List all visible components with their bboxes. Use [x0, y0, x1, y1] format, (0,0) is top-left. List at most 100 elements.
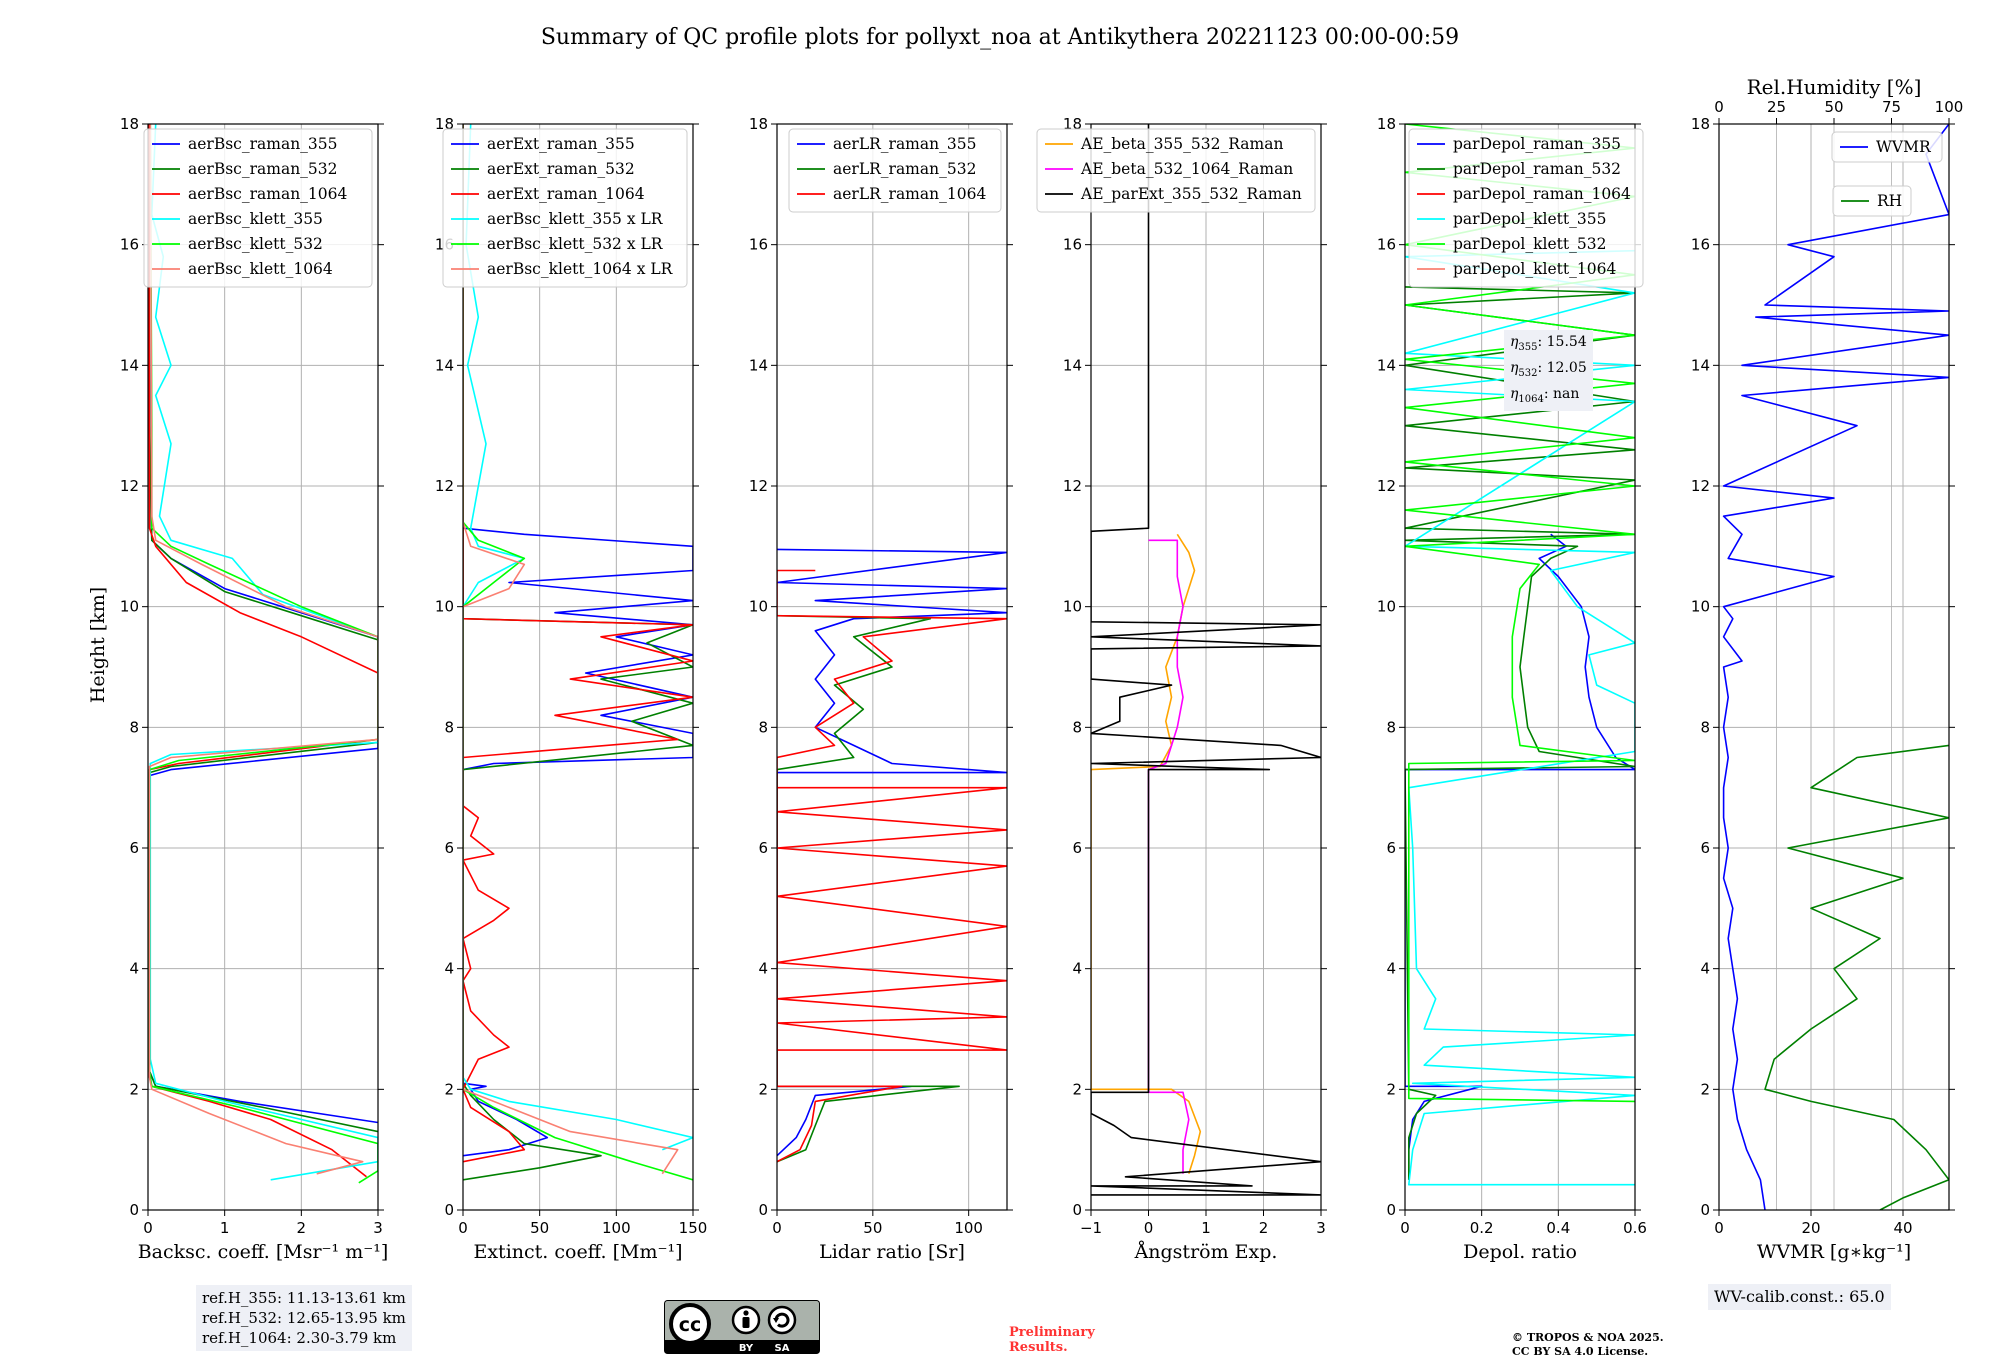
y-tick-label: 8 — [1700, 718, 1710, 736]
series-line — [1405, 249, 1635, 1186]
x-tick-label: 0.4 — [1546, 1219, 1570, 1237]
y-tick-label: 16 — [1691, 236, 1710, 254]
x2-tick-label: 75 — [1882, 98, 1901, 116]
legend-label: AE_parExt_355_532_Raman — [1080, 185, 1302, 203]
series-line — [463, 124, 693, 1157]
series-line — [777, 614, 960, 1163]
legend-box — [1036, 128, 1316, 213]
x-tick-label: 50 — [863, 1219, 882, 1237]
x-tick-label: 0 — [1144, 1219, 1154, 1237]
x-axis-label: Lidar ratio [Sr] — [819, 1241, 965, 1263]
x-tick-label: 40 — [1893, 1219, 1912, 1237]
by-label: BY — [739, 1343, 754, 1354]
y-tick-label: 2 — [444, 1080, 454, 1098]
y-tick-label: 4 — [1386, 960, 1396, 978]
legend-label: parDepol_raman_532 — [1453, 160, 1621, 178]
x-tick-label: 100 — [602, 1219, 631, 1237]
legend-label: parDepol_klett_1064 — [1453, 260, 1616, 278]
series-group — [1722, 124, 1949, 1210]
y-tick-label: 2 — [758, 1080, 768, 1098]
legend-label: aerBsc_raman_532 — [188, 160, 338, 178]
x-axis-label: Backsc. coeff. [Msr⁻¹ m⁻¹] — [138, 1241, 389, 1263]
y-tick-label: 10 — [1063, 598, 1082, 616]
y-tick-label: 10 — [435, 598, 454, 616]
series-group — [1091, 124, 1321, 1196]
legend-label: parDepol_klett_355 — [1453, 210, 1606, 228]
series-line — [463, 124, 679, 1175]
y-tick-label: 6 — [758, 839, 768, 857]
legend: parDepol_raman_355 parDepol_raman_532 parD… — [1408, 128, 1644, 288]
legend-label: aerBsc_klett_1064 — [188, 260, 333, 278]
x2-tick-label: 50 — [1824, 98, 1843, 116]
y-tick-label: 18 — [1377, 115, 1396, 133]
legend-label: parDepol_raman_1064 — [1453, 185, 1631, 203]
y-tick-label: 6 — [1386, 839, 1396, 857]
series-line — [148, 124, 378, 1184]
y-tick-label: 14 — [1377, 356, 1396, 374]
y-tick-label: 2 — [129, 1080, 139, 1098]
x-tick-label: 100 — [954, 1219, 983, 1237]
eta-355: η355: 15.54 — [1510, 334, 1587, 353]
legend-box — [1831, 131, 1943, 163]
y-tick-label: 10 — [1377, 598, 1396, 616]
legend-label: aerBsc_klett_355 x LR — [487, 210, 664, 228]
y-tick-label: 14 — [1063, 356, 1082, 374]
series-line — [1764, 744, 1949, 1210]
eta-1064: η1064: nan — [1510, 385, 1580, 405]
x-tick-label: 2 — [1259, 1219, 1269, 1237]
axes-frame — [462, 123, 694, 1211]
y-tick-label: 4 — [1072, 960, 1082, 978]
y-tick-label: 6 — [444, 839, 454, 857]
cc-by-sa-license-badge: cc BY SA — [664, 1300, 820, 1354]
y-tick-label: 12 — [1691, 477, 1710, 495]
panel-2: 050100150024681012141618Extinct. coeff. … — [435, 115, 707, 1263]
x-tick-label: 0 — [1714, 1219, 1724, 1237]
legend: aerExt_raman_355 aerExt_raman_532 aerExt_r… — [442, 128, 688, 288]
y-tick-label: 8 — [1386, 718, 1396, 736]
y-tick-label: 10 — [120, 598, 139, 616]
y-tick-label: 2 — [1072, 1080, 1082, 1098]
x-tick-label: 0 — [143, 1219, 153, 1237]
legend-label: aerBsc_klett_532 — [188, 235, 323, 253]
x-tick-label: 20 — [1801, 1219, 1820, 1237]
series-line — [148, 124, 378, 1178]
x-axis-label: Depol. ratio — [1463, 1241, 1577, 1263]
y-tick-label: 14 — [120, 356, 139, 374]
x-tick-label: 1 — [220, 1219, 230, 1237]
legend-box — [442, 128, 688, 288]
x-tick-label: 0.2 — [1470, 1219, 1494, 1237]
y-tick-label: 6 — [129, 839, 139, 857]
x-axis-label: Ångström Exp. — [1134, 1241, 1278, 1263]
legend-label: AE_beta_532_1064_Raman — [1080, 160, 1293, 178]
x-tick-label: 0 — [1400, 1219, 1410, 1237]
legend-label: aerBsc_klett_1064 x LR — [487, 260, 674, 278]
y-tick-label: 12 — [120, 477, 139, 495]
series-line — [777, 548, 1007, 1157]
y-tick-label: 16 — [1377, 236, 1396, 254]
x2-tick-label: 0 — [1714, 98, 1724, 116]
ref-height-355: ref.H_355: 11.13-13.61 km — [202, 1289, 406, 1307]
legend-label: WVMR — [1876, 138, 1932, 156]
ref-height-box: ref.H_355: 11.13-13.61 km ref.H_532: 12.… — [196, 1285, 412, 1351]
y-tick-label: 6 — [1700, 839, 1710, 857]
cc-logo-icon — [669, 1303, 711, 1345]
legend-label: aerBsc_klett_532 x LR — [487, 235, 664, 253]
y-tick-label: 2 — [1700, 1080, 1710, 1098]
y-tick-label: 14 — [1691, 356, 1710, 374]
legend-box — [788, 128, 1002, 213]
preliminary-note: Preliminary Results. — [1009, 1325, 1095, 1355]
legend: AE_beta_355_532_Raman AE_beta_532_1064_Ra… — [1036, 128, 1316, 213]
y-tick-label: 16 — [749, 236, 768, 254]
legend-label: aerBsc_raman_355 — [188, 135, 338, 153]
legend-label: aerBsc_klett_355 — [188, 210, 323, 228]
cc-logo-text: cc — [679, 1314, 702, 1336]
x2-tick-label: 25 — [1767, 98, 1786, 116]
series-line — [1147, 539, 1190, 1174]
y-tick-label: 12 — [1063, 477, 1082, 495]
x-tick-label: 0 — [772, 1219, 782, 1237]
series-line — [1722, 124, 1949, 1210]
x-tick-label: 0.6 — [1623, 1219, 1647, 1237]
y-tick-label: 14 — [435, 356, 454, 374]
